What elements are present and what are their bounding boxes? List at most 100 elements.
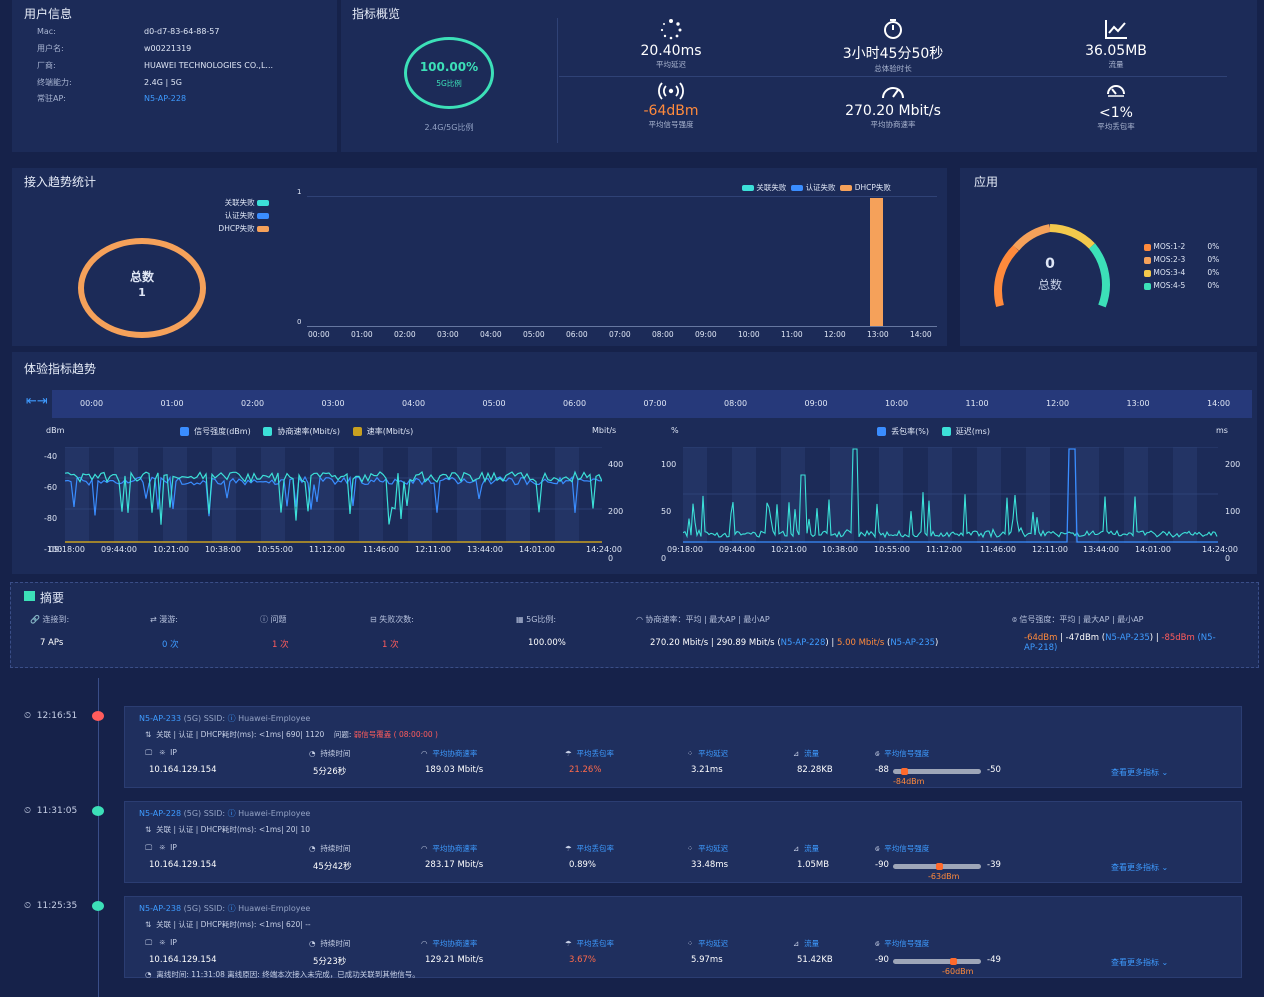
trend-x-tick: 10:55:00 (257, 545, 293, 554)
session-flow: ⇅ 关联 | 认证 | DHCP耗时(ms): <1ms| 620| -- (145, 920, 311, 929)
summary-title: 摘要 (40, 591, 65, 605)
timeline-bar[interactable] (52, 390, 1252, 418)
info-icon[interactable]: ⓘ (227, 714, 236, 723)
access-trend-title: 接入趋势统计 (24, 175, 97, 189)
access-donut (78, 238, 206, 338)
app-gauge (994, 224, 1110, 308)
session-duration-value: 45分42秒 (313, 862, 352, 872)
metric-latency-label: 平均延迟 (656, 60, 686, 69)
metric-header-icon: ⟃ (875, 939, 880, 948)
summary-issues-link[interactable]: 1 次 (272, 640, 289, 650)
right-y-right-ticks: 200 100 0 (1225, 460, 1241, 563)
session-card[interactable]: N5-AP-233 (5G) SSID: ⓘ Huawei-Employee ⇅ … (124, 706, 1242, 788)
access-x-tick: 10:00 (738, 330, 760, 339)
session-rate-value: 189.03 Mbit/s (425, 765, 484, 775)
session-duration-value: 5分26秒 (313, 767, 347, 777)
session-latency-value: 5.97ms (691, 955, 723, 965)
timeline-range-handle-icon[interactable]: ⇤⇥ (26, 394, 48, 409)
app-legend-mos12: MOS:1-2 0% (1144, 240, 1219, 253)
metric-duration-value: 3小时45分50秒 (842, 46, 944, 62)
metric-header-icon: ⛯ (159, 748, 166, 757)
metric-traffic: 36.05MB 流量 (1026, 18, 1206, 70)
metric-header-icon: ◠ (421, 844, 428, 853)
chevron-down-icon[interactable]: ⌄ (1161, 958, 1169, 967)
session-ip-value: 10.164.129.154 (149, 765, 217, 775)
summary-roam-link[interactable]: 0 次 (162, 640, 179, 650)
legend-dhcp-fail: DHCP失败 (184, 222, 269, 235)
session-metric-header: ⟃ 平均信号强度 (875, 749, 930, 758)
app-gauge-value: 0 (1045, 256, 1055, 272)
session-ap-link[interactable]: N5-AP-233 (139, 714, 182, 723)
view-more-metrics-link[interactable]: 查看更多指标 ⌄ (1111, 958, 1169, 967)
ratio-value: 100.00% (419, 60, 479, 74)
user-info-panel: 用户信息 Mac: d0-d7-83-64-88-57 用户名: w00221319… (12, 0, 337, 152)
view-more-metrics-link[interactable]: 查看更多指标 ⌄ (1111, 768, 1169, 777)
access-x-tick: 12:00 (824, 330, 846, 339)
rate-min-ap-link[interactable]: N5-AP-235 (890, 638, 936, 648)
timeline-tick: 12:00 (1046, 399, 1070, 408)
session-title: N5-AP-233 (5G) SSID: ⓘ Huawei-Employee (139, 714, 311, 723)
session-ap-link[interactable]: N5-AP-228 (139, 809, 182, 818)
session-card[interactable]: N5-AP-228 (5G) SSID: ⓘ Huawei-Employee ⇅ … (124, 801, 1242, 883)
session-metric-header: ⊿ 流量 (793, 844, 820, 853)
session-metric-header: ☂ 平均丢包率 (565, 749, 615, 758)
metric-header-icon: ◠ (421, 749, 428, 758)
trend-x-tick: 10:38:00 (205, 545, 241, 554)
session-metric-header: ⟃ 平均信号强度 (875, 939, 930, 948)
timeline-tick: 09:00 (804, 399, 828, 408)
rate-max-ap-link[interactable]: N5-AP-228 (780, 638, 826, 648)
session-ip-value: 10.164.129.154 (149, 955, 217, 965)
access-trend-panel: 接入趋势统计 关联失败 认证失败 DHCP失败 总数 1 关联失败 认证失败 D… (12, 168, 947, 346)
home-ap-link[interactable]: N5-AP-228 (144, 94, 187, 103)
access-x-tick: 08:00 (652, 330, 674, 339)
session-ap-link[interactable]: N5-AP-238 (139, 904, 182, 913)
summary-failures-link[interactable]: 1 次 (382, 640, 399, 650)
summary-hdr-connected: 🔗 连接到: (30, 615, 70, 624)
timer-icon (884, 19, 902, 39)
app-gauge-label: 总数 (1037, 278, 1062, 292)
access-x-tick: 05:00 (523, 330, 545, 339)
app-legend: MOS:1-2 0% MOS:2-3 0% MOS:3-4 0% MOS:4-5 0% (1144, 240, 1219, 292)
signal-max-value: -50 (987, 765, 1001, 775)
ratio-caption: 2.4G/5G比例 (424, 123, 474, 132)
experience-panel: 体验指标趋势 ⇤⇥ dBm Mbit/s 信号强度(dBm) 协商速率(Mbit… (12, 352, 1257, 574)
chevron-down-icon[interactable]: ⌄ (1161, 768, 1169, 777)
signal-min-value: -90 (875, 860, 889, 870)
user-info-mac: Mac: d0-d7-83-64-88-57 (37, 27, 220, 36)
session-metric-header: ◔ 持续时间 (309, 844, 351, 853)
app-title: 应用 (974, 175, 999, 189)
summary-rate-line: 270.20 Mbit/s | 290.89 Mbit/s (N5-AP-228… (650, 638, 939, 648)
access-x-tick: 00:00 (308, 330, 330, 339)
trend-x-tick: 12:11:00 (1032, 545, 1068, 554)
signal-avg-value: -60dBm (942, 967, 974, 976)
summary-hdr-ratio: ▦ 5G比例: (516, 615, 557, 624)
access-chart-top-line (307, 196, 937, 197)
sig-max-ap-link[interactable]: N5-AP-235 (1105, 633, 1150, 643)
summary-aps: 7 APs (40, 638, 64, 648)
session-issue-link[interactable]: 弱信号覆盖 ( 08:00:00 ) (353, 730, 438, 739)
summary-hdr-rate: ◠ 协商速率：平均 | 最大AP | 最小AP (636, 615, 770, 624)
experience-title: 体验指标趋势 (24, 362, 97, 376)
info-icon[interactable]: ⓘ (227, 809, 236, 818)
chevron-down-icon[interactable]: ⌄ (1161, 863, 1169, 872)
left-y-left-ticks: -40 -60 -80 -100 (44, 452, 63, 554)
info-icon[interactable]: ⓘ (227, 904, 236, 913)
view-more-metrics-link[interactable]: 查看更多指标 ⌄ (1111, 863, 1169, 872)
session-card[interactable]: N5-AP-238 (5G) SSID: ⓘ Huawei-Employee ⇅ … (124, 896, 1242, 979)
app-legend-mos23: MOS:2-3 0% (1144, 253, 1219, 266)
session-traffic-value: 1.05MB (797, 860, 830, 870)
metric-header-icon: ⁘ (687, 844, 694, 853)
left-chart-unit-right: Mbit/s (592, 426, 617, 435)
session-metric-header: ◠ 平均协商速率 (421, 844, 478, 853)
clock-icon: ⏲ (24, 711, 32, 721)
metric-traffic-label: 流量 (1108, 60, 1124, 69)
right-chart-unit-right: ms (1216, 426, 1228, 435)
session-metric-header: ⁘ 平均延迟 (687, 844, 729, 853)
sig-min-ap-link[interactable]: (N5- (1197, 633, 1216, 643)
signal-avg-marker (901, 768, 908, 775)
metric-header-icon: ⟃ (875, 749, 880, 758)
metric-header-icon: ◔ (309, 844, 316, 853)
metric-signal: -64dBm 平均信号强度 (581, 82, 761, 130)
signal-avg-value: -63dBm (928, 872, 960, 881)
session-title: N5-AP-228 (5G) SSID: ⓘ Huawei-Employee (139, 809, 311, 818)
